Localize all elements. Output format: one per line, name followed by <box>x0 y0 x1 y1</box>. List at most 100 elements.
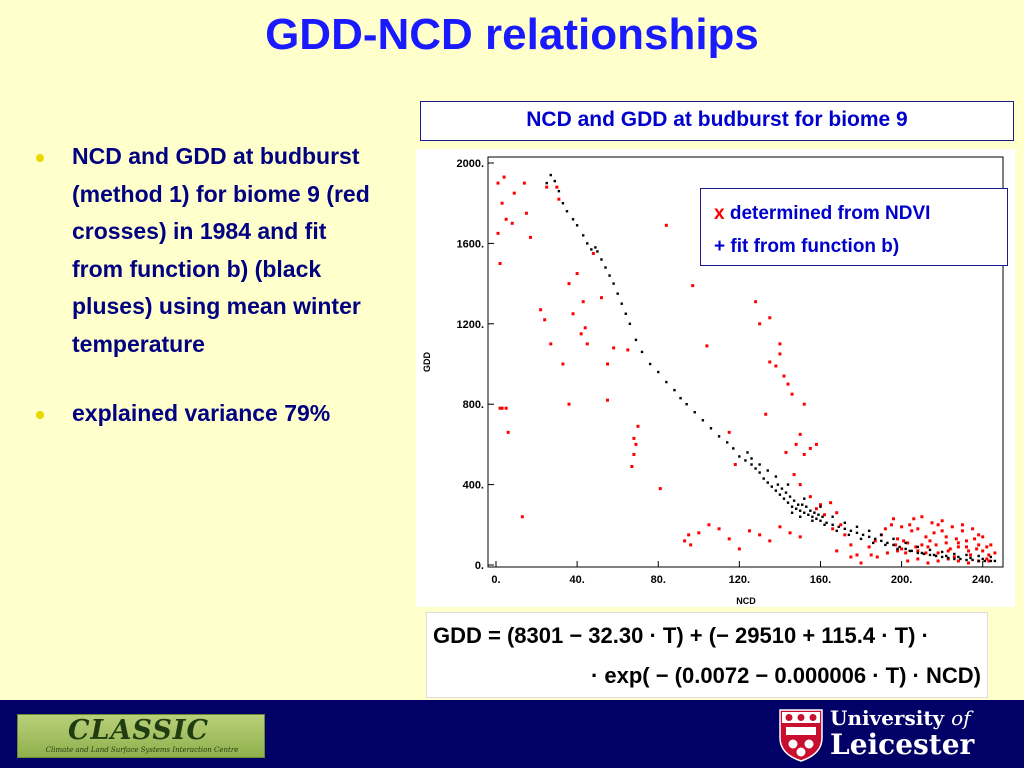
data-point-observed <box>798 483 802 487</box>
data-point-fit <box>819 505 822 508</box>
data-point-fit <box>634 338 638 342</box>
data-point-fit <box>922 552 926 556</box>
data-point-observed <box>932 531 936 535</box>
data-point-fit <box>849 529 853 533</box>
data-point-fit <box>549 173 552 177</box>
data-point-fit <box>940 555 944 559</box>
data-point-fit <box>590 248 593 251</box>
data-point-observed <box>985 557 989 561</box>
data-point-observed <box>634 442 638 446</box>
formula-line-1: GDD = (8301 − 32.30 · T) + (− 29510 + 11… <box>433 623 929 648</box>
data-point-observed <box>849 543 853 547</box>
data-point-fit <box>910 549 913 553</box>
data-point-observed <box>794 442 798 446</box>
data-point-fit <box>770 485 774 488</box>
classic-logo: CLASSIC Climate and Land Surface Systems… <box>17 714 265 758</box>
data-point-fit <box>805 505 808 508</box>
data-point-observed <box>914 545 918 549</box>
data-point-observed <box>748 529 751 533</box>
data-point-fit <box>803 497 806 500</box>
data-point-fit <box>835 529 838 533</box>
x-tick-label: 200. <box>891 574 912 586</box>
data-point-fit <box>766 481 769 484</box>
x-tick-label: 0. <box>491 574 500 586</box>
data-point-observed <box>924 551 928 555</box>
x-tick-label: 40. <box>569 574 584 586</box>
data-point-observed <box>849 555 853 559</box>
data-point-observed <box>520 515 524 519</box>
data-point-fit <box>685 403 688 406</box>
data-point-observed <box>912 517 916 521</box>
data-point-observed <box>956 559 960 563</box>
data-point-observed <box>717 527 721 531</box>
data-point-observed <box>733 463 737 466</box>
data-point-fit <box>732 447 735 450</box>
data-point-fit <box>801 503 804 506</box>
data-point-observed <box>758 322 762 326</box>
data-point-fit <box>916 545 920 549</box>
data-point-fit <box>993 559 997 563</box>
data-point-observed <box>869 553 873 557</box>
data-point-fit <box>874 537 877 541</box>
data-point-observed <box>658 487 662 491</box>
data-point-fit <box>989 559 993 563</box>
legend-item-fit: + fit from function b) <box>714 230 1007 263</box>
data-point-fit <box>813 511 816 514</box>
legend-label-fit: fit from function b) <box>730 236 900 257</box>
data-point-observed <box>571 312 575 316</box>
data-point-observed <box>835 549 839 553</box>
data-point-fit <box>744 459 747 462</box>
data-point-fit <box>792 499 796 502</box>
data-point-observed <box>964 545 968 549</box>
data-point-fit <box>884 543 887 547</box>
data-point-fit <box>916 551 920 555</box>
data-point-observed <box>971 527 975 531</box>
data-point-fit <box>553 179 557 183</box>
data-point-observed <box>754 300 758 304</box>
y-tick-label: 400. <box>463 480 484 492</box>
data-point-fit <box>855 525 859 529</box>
data-point-observed <box>916 557 920 561</box>
data-point-observed <box>946 549 950 553</box>
footer-bar: CLASSIC Climate and Land Surface Systems… <box>0 700 1024 768</box>
data-point-observed <box>774 364 778 368</box>
data-point-fit <box>947 556 950 560</box>
bullet-item-2: explained variance 79% <box>30 395 370 433</box>
data-point-fit <box>746 451 749 454</box>
data-point-fit <box>561 202 565 205</box>
data-point-observed <box>823 513 827 517</box>
data-point-fit <box>904 541 907 545</box>
data-point-observed <box>967 549 971 553</box>
data-point-observed <box>916 549 920 553</box>
data-point-fit <box>819 519 822 522</box>
data-point-observed <box>549 342 553 346</box>
data-point-fit <box>953 552 956 556</box>
data-point-observed <box>948 547 952 551</box>
data-point-observed <box>606 362 610 366</box>
data-point-fit <box>880 533 883 537</box>
data-point-observed <box>798 432 802 436</box>
data-point-fit <box>657 370 660 374</box>
data-point-observed <box>557 197 561 201</box>
data-point-observed <box>940 519 944 523</box>
data-point-observed <box>989 543 993 547</box>
data-point-observed <box>904 551 908 555</box>
data-point-fit <box>725 441 729 444</box>
data-point-observed <box>504 406 508 410</box>
data-point-observed <box>737 547 741 551</box>
data-point-observed <box>510 221 514 225</box>
data-point-fit <box>762 477 765 480</box>
data-point-fit <box>750 463 753 466</box>
data-point-fit <box>582 234 585 237</box>
data-point-observed <box>920 543 924 547</box>
data-point-fit <box>971 558 974 562</box>
data-point-observed <box>555 185 559 189</box>
data-point-observed <box>567 402 571 406</box>
data-point-observed <box>727 430 731 434</box>
data-point-observed <box>498 262 502 265</box>
data-point-observed <box>835 511 839 515</box>
data-point-fit <box>640 350 644 354</box>
data-point-observed <box>575 272 579 276</box>
data-point-observed <box>960 523 964 527</box>
data-point-observed <box>855 553 859 557</box>
